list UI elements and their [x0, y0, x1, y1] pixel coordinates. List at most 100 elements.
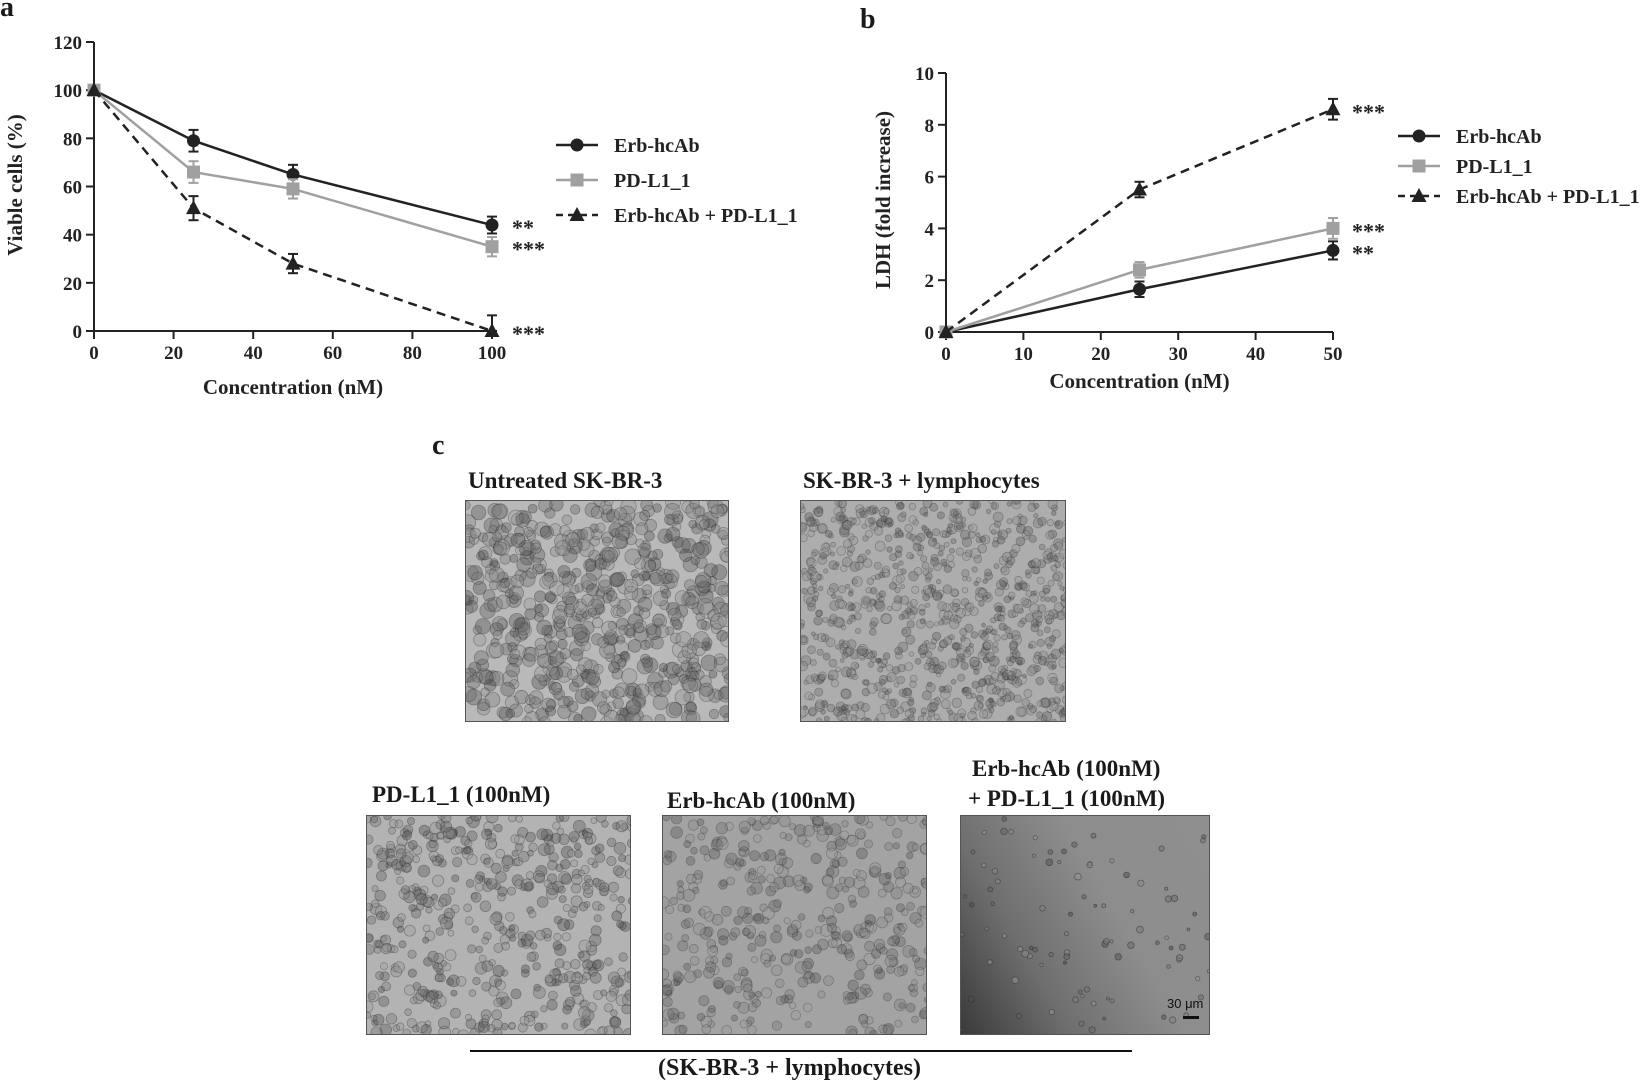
- cell-blob: [594, 852, 606, 863]
- cell-blob: [546, 882, 559, 896]
- cell-blob: [791, 930, 802, 941]
- cell-blob: [465, 1018, 477, 1030]
- cell-blob: [699, 845, 710, 856]
- cell-blob: [558, 895, 567, 904]
- cell-blob: [898, 1002, 906, 1010]
- cell-blob: [878, 674, 888, 684]
- cell-blob: [972, 503, 979, 509]
- cell-blob: [870, 948, 881, 959]
- cell-blob: [957, 673, 966, 682]
- cell-blob: [587, 966, 598, 977]
- cell-blob: [719, 705, 728, 718]
- cell-blob: [476, 701, 491, 716]
- cell-blob: [501, 969, 509, 977]
- cell-blob: [570, 836, 578, 844]
- cell-blob: [481, 828, 493, 840]
- cell-blob: [609, 596, 621, 608]
- cell-blob: [886, 664, 894, 672]
- cell-blob: [1068, 911, 1074, 917]
- cell-blob: [833, 506, 843, 517]
- cell-blob: [850, 991, 860, 1000]
- cell-blob: [603, 550, 615, 561]
- cell-blob: [956, 513, 962, 519]
- cell-blob: [762, 907, 775, 920]
- cell-blob: [701, 641, 712, 652]
- cell-blob: [674, 667, 685, 678]
- group-bracket-line: [470, 1050, 1132, 1052]
- chart-a-point: [286, 182, 300, 196]
- cell-blob: [621, 993, 630, 1007]
- cell-blob: [935, 592, 943, 600]
- cell-blob: [928, 584, 937, 593]
- cell-blob: [760, 948, 774, 962]
- cell-blob: [1033, 664, 1041, 673]
- cell-blob: [801, 522, 808, 533]
- cell-blob: [1042, 584, 1051, 594]
- cell-blob: [999, 610, 1006, 617]
- cell-blob: [664, 932, 673, 941]
- cell-blob: [1031, 853, 1037, 858]
- cell-blob: [919, 506, 929, 516]
- cell-blob: [1054, 704, 1064, 715]
- cell-blob: [446, 977, 455, 986]
- cell-blob: [670, 816, 683, 825]
- cell-blob: [846, 834, 859, 847]
- cell-blob: [1176, 954, 1184, 962]
- cell-blob: [617, 529, 630, 542]
- cell-blob: [592, 878, 602, 888]
- cell-blob: [813, 591, 820, 598]
- cell-blob: [991, 529, 997, 535]
- cell-blob: [478, 532, 489, 543]
- cell-blob: [543, 879, 552, 888]
- cell-blob: [556, 600, 568, 612]
- cell-blob: [942, 584, 953, 594]
- chart-a-y-label: Viable cells (%): [3, 114, 27, 256]
- cell-blob: [404, 841, 415, 852]
- cell-blob: [960, 661, 969, 671]
- cell-blob: [1090, 1000, 1097, 1007]
- cell-blob: [854, 663, 860, 669]
- cell-blob: [1028, 560, 1037, 569]
- cell-blob: [946, 554, 955, 562]
- cell-blob: [519, 882, 528, 892]
- cell-blob: [615, 820, 628, 833]
- cell-blob: [801, 634, 809, 646]
- cell-blob: [940, 699, 951, 710]
- cell-blob: [851, 602, 862, 612]
- cell-blob: [501, 941, 511, 951]
- cell-blob: [781, 857, 794, 869]
- cell-blob: [502, 864, 510, 873]
- cell-blob: [507, 642, 518, 653]
- cell-blob: [638, 546, 651, 559]
- cell-blob: [644, 559, 657, 572]
- cell-blob: [811, 944, 822, 955]
- cell-blob: [823, 825, 834, 836]
- cell-blob: [667, 1007, 680, 1021]
- chart-b-point: [1326, 221, 1340, 235]
- cell-blob: [499, 642, 513, 656]
- cell-blob: [687, 819, 700, 831]
- cell-blob: [998, 622, 1007, 631]
- cell-blob: [894, 527, 902, 534]
- cell-blob: [1048, 701, 1059, 712]
- cell-blob: [968, 901, 975, 908]
- cell-blob: [905, 851, 914, 860]
- cell-blob: [899, 595, 910, 605]
- chart-b-y-label: LDH (fold increase): [871, 111, 895, 289]
- cell-blob: [567, 668, 579, 681]
- cell-blob: [627, 613, 644, 629]
- cell-blob: [1008, 641, 1018, 651]
- chart-a-point: [485, 218, 499, 232]
- chart-b-legend-label: Erb-hcAb: [1456, 126, 1542, 148]
- cell-blob: [698, 686, 715, 702]
- cell-blob: [793, 824, 807, 837]
- cell-blob: [884, 842, 894, 851]
- cell-blob: [432, 874, 445, 887]
- cell-blob: [640, 557, 657, 573]
- cell-blob: [633, 626, 649, 642]
- cell-blob: [893, 682, 900, 688]
- cell-blob: [715, 821, 729, 835]
- cell-blob: [515, 816, 523, 823]
- cell-blob: [601, 531, 614, 544]
- cell-blob: [520, 964, 530, 974]
